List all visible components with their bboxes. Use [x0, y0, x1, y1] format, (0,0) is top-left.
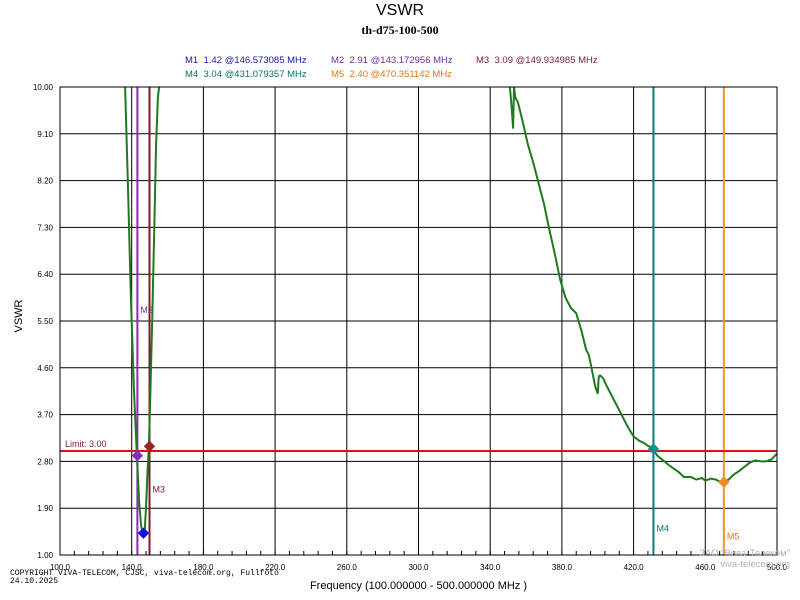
trace-segment-2	[508, 87, 777, 484]
marker-value: 2.40	[349, 69, 368, 80]
marker-chart-label-m4: M4	[656, 524, 669, 534]
marker-chart-label-m3: M3	[153, 485, 166, 495]
marker-id: M5	[331, 69, 345, 80]
marker-id: M2	[331, 55, 345, 66]
x-tick-labels: 100.0 140.0 180.0 220.0 260.0 300.0 340.0 380.0…	[50, 563, 788, 572]
marker-value: 3.04	[203, 69, 222, 80]
marker-chart-label-m5: M5	[727, 531, 740, 541]
y-tick-label: 7.30	[37, 223, 53, 232]
x-axis-label: Frequency (100.000000 - 500.000000 MHz )	[310, 580, 527, 592]
marker-value: 3.09	[494, 55, 513, 66]
marker-id: M4	[185, 69, 199, 80]
marker-freq: 470.351142 MHz	[380, 69, 452, 80]
y-tick-label: 9.10	[37, 130, 53, 139]
plot-frame	[59, 86, 778, 556]
marker-readout-m3: M3 3.09 @149.934985 MHz	[476, 55, 598, 66]
y-tick-label: 3.70	[37, 411, 53, 420]
marker-chart-label-m2: M2	[140, 305, 153, 315]
y-tick-label: 1.90	[37, 504, 53, 513]
marker-freq: 143.172956 MHz	[380, 55, 453, 66]
marker-freq: 146.573085 MHz	[234, 55, 307, 66]
marker-freq: 149.934985 MHz	[525, 55, 598, 66]
chart-title: VSWR	[376, 2, 424, 19]
y-tick-label: 8.20	[37, 177, 53, 186]
marker-dot-m5	[718, 476, 730, 488]
x-tick-label: 500.0	[767, 563, 788, 572]
y-tick-label: 5.50	[37, 317, 53, 326]
watermark-line-2: viva-telecom.org	[720, 559, 790, 570]
y-tick-label: 1.00	[37, 551, 53, 560]
watermark: ЗАО "Вива-Телеком" viva-telecom.org	[666, 548, 790, 570]
marker-chart-labels: M2 M3 M4 M5	[140, 305, 739, 541]
x-tick-label: 340.0	[480, 563, 501, 572]
y-tick-label: 10.00	[33, 83, 54, 92]
x-tick-label: 260.0	[337, 563, 358, 572]
chart-subtitle: th-d75-100-500	[361, 23, 439, 37]
x-tick-label: 180.0	[193, 563, 214, 572]
marker-id: M3	[476, 55, 490, 66]
marker-readout-m4: M4 3.04 @431.079357 MHz	[185, 69, 307, 80]
y-tick-labels: 1.00 1.90 2.80 3.70 4.60 5.50 6.40 7.30 8.20 9.10…	[33, 83, 54, 560]
copyright-date: 24.10.2025	[10, 577, 59, 586]
y-tick-label: 6.40	[37, 270, 53, 279]
copyright-line-1: COPYRIGHT VIVA-TELECOM, CJSC, viva-telec…	[10, 569, 279, 578]
marker-value: 1.42	[203, 55, 222, 66]
marker-readout-m1: M1 1.42 @146.573085 MHz	[185, 55, 307, 66]
marker-value: 2.91	[349, 55, 368, 66]
marker-id: M1	[185, 55, 199, 66]
y-tick-label: 4.60	[37, 364, 53, 373]
x-tick-label: 220.0	[265, 563, 286, 572]
marker-freq: 431.079357 MHz	[234, 69, 307, 80]
marker-dot-m4	[647, 443, 660, 455]
marker-dot-m2	[131, 449, 144, 462]
x-tick-label: 100.0	[50, 563, 71, 572]
marker-dot-m3	[143, 440, 156, 453]
y-tick-label: 2.80	[37, 457, 53, 466]
limit-label: Limit: 3.00	[65, 439, 107, 449]
x-tick-label: 420.0	[624, 563, 645, 572]
copyright: COPYRIGHT VIVA-TELECOM, CJSC, viva-telec…	[10, 570, 279, 586]
marker-readout-m2: M2 2.91 @143.172956 MHz	[331, 55, 453, 66]
marker-readout-m5: M5 2.40 @470.351142 MHz	[331, 69, 452, 80]
vswr-trace	[124, 87, 777, 536]
marker-dot-m1	[137, 527, 150, 539]
x-tick-label: 460.0	[695, 563, 716, 572]
axis-ticks	[59, 551, 778, 555]
x-tick-label: 300.0	[408, 563, 429, 572]
grid	[59, 86, 778, 556]
marker-dots	[131, 440, 730, 539]
y-axis-label: VSWR	[13, 299, 25, 332]
x-tick-label: 140.0	[122, 563, 143, 572]
x-tick-label: 380.0	[552, 563, 573, 572]
watermark-line-1: ЗАО "Вива-Телеком"	[699, 548, 790, 559]
